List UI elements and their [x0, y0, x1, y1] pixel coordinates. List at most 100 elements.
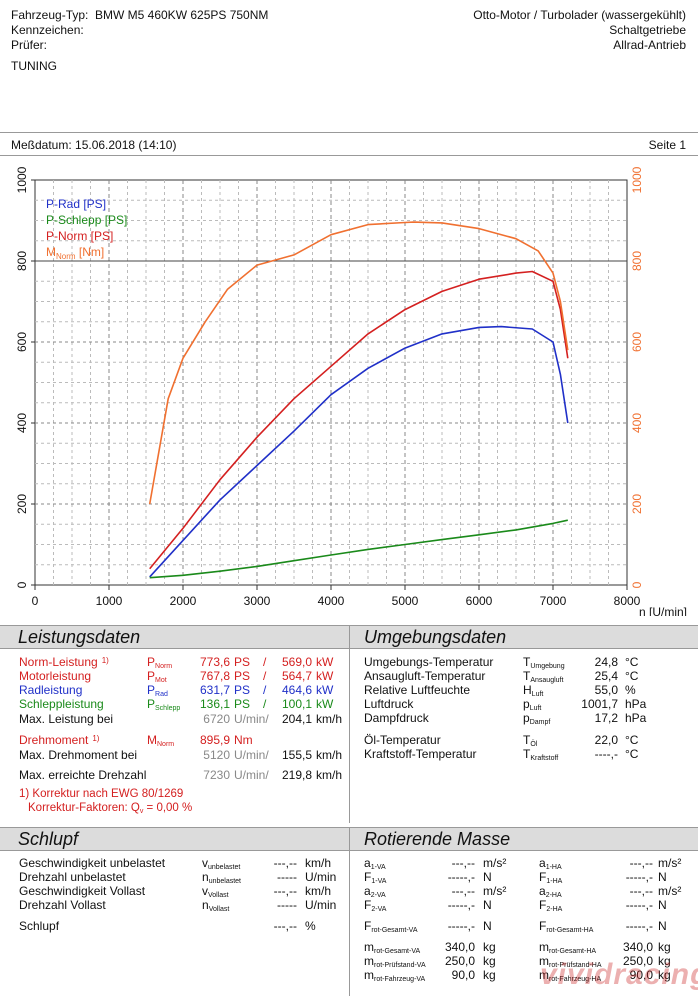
rotating-mass-symbol-subscript: 1-HA: [546, 878, 563, 885]
rotating-mass-unit: N: [658, 870, 667, 884]
max-power-rpm-unit: U/min/: [234, 712, 269, 726]
power-symbol: PRad: [147, 683, 168, 698]
max-torque-rpm: 5120: [203, 748, 230, 762]
environment-symbol-subscript: Öl: [530, 741, 538, 748]
umgebungsdaten-title: Umgebungsdaten: [364, 627, 507, 647]
power-symbol-letter: P: [147, 683, 156, 697]
power-ps-value: 631,7: [199, 683, 230, 697]
rotating-mass-value: -----,-: [447, 870, 475, 884]
power-kw-unit: kW: [316, 655, 334, 669]
rotating-mass-symbol-subscript: 2-VA: [371, 906, 387, 913]
torque-label: Drehmoment 1): [19, 733, 99, 747]
rotating-mass-symbol: a2-VA: [364, 884, 386, 899]
max-torque-rpm-unit: U/min/: [234, 748, 269, 762]
rotating-mass-symbol: a1-HA: [539, 856, 562, 871]
slip-value: -----: [277, 898, 297, 912]
rotating-mass-symbol-letter: F: [539, 870, 547, 884]
legend-entry-3: MNorm [Nm]: [46, 245, 104, 261]
rotating-mass-symbol-subscript: 2-HA: [546, 906, 563, 913]
rotating-mass-value: -----,-: [625, 870, 653, 884]
environment-symbol: TAnsaugluft: [523, 669, 563, 684]
rotating-mass-symbol-letter: a: [539, 884, 546, 898]
power-row-label-text: Motorleistung: [19, 669, 92, 683]
environment-unit: %: [625, 683, 636, 697]
vehicle-type-label: Fahrzeug-Typ:: [11, 8, 89, 22]
environment-symbol-subscript: Luft: [531, 691, 544, 698]
legend-mnorm-subscript: Norm: [56, 252, 76, 261]
rotating-mass-symbol-subscript: 2-HA: [545, 892, 562, 899]
rotating-mass-symbol-subscript: 2-VA: [370, 892, 386, 899]
environment-label: Dampfdruck: [364, 711, 429, 725]
x-tick-label: 7000: [540, 594, 567, 608]
correction-factors: Korrektur-Faktoren: Qv = 0,00 %: [28, 802, 192, 815]
environment-symbol-letter: T: [523, 733, 531, 747]
rotating-mass-value: ---,--: [451, 856, 475, 870]
environment-label: Relative Luftfeuchte: [364, 683, 471, 697]
environment-label: Luftdruck: [364, 697, 414, 711]
rotating-mass-symbol-subscript: 1-HA: [545, 864, 562, 871]
rotating-mass-unit: N: [658, 898, 667, 912]
environment-symbol-letter: T: [523, 669, 531, 683]
y-tick-label-left: 200: [15, 494, 29, 514]
column-divider: [349, 827, 350, 996]
environment-symbol-subscript: Umgebung: [530, 663, 565, 670]
rotating-mass-symbol: mrot-Fahrzeug-HA: [539, 968, 601, 983]
environment-label: Öl-Temperatur: [364, 733, 441, 747]
power-symbol: PNorm: [147, 655, 172, 670]
power-row-label-text: Schleppleistung: [19, 697, 104, 711]
rotating-mass-symbol-subscript: rot-Gesamt-HA: [546, 927, 594, 934]
slip-label: Drehzahl unbelastet: [19, 870, 126, 884]
slip-symbol: nVollast: [202, 898, 229, 913]
slip-symbol: nunbelastet: [202, 870, 241, 885]
x-tick-label: 6000: [466, 594, 493, 608]
rotating-mass-value: 90,0: [629, 968, 653, 982]
rotating-mass-unit: m/s²: [658, 856, 682, 870]
slip-unit: km/h: [305, 856, 332, 870]
rotating-mass-symbol: F2-VA: [364, 898, 386, 913]
max-power-speed: 204,1: [281, 712, 312, 726]
legend-entry-2: P-Norm [PS]: [46, 229, 113, 243]
rotating-mass-unit: m/s²: [483, 884, 507, 898]
rotating-mass-symbol-subscript: rot-Gesamt-VA: [371, 927, 418, 934]
torque-symbol: MNorm: [147, 733, 174, 748]
rotating-mass-symbol-subscript: 1-VA: [371, 878, 387, 885]
rotating-mass-symbol: mrot-Prüfstand-VA: [364, 954, 426, 969]
rotating-mass-symbol-subscript: rot-Fahrzeug-HA: [549, 976, 602, 983]
slip-symbol-letter: n: [202, 898, 209, 912]
rotating-mass-symbol-subscript: rot-Gesamt-VA: [374, 948, 421, 955]
series-line-1: [149, 519, 568, 579]
y-tick-label-left: 400: [15, 413, 29, 433]
rotating-mass-value: 250,0: [622, 954, 653, 968]
max-rpm-label: Max. erreichte Drehzahl: [19, 768, 147, 782]
rotating-mass-symbol: Frot-Gesamt-HA: [539, 919, 593, 934]
environment-symbol: TKraftstoff: [523, 747, 558, 762]
torque-symbol-letter: M: [147, 733, 157, 747]
environment-label: Kraftstoff-Temperatur: [364, 747, 477, 761]
rotating-mass-symbol: mrot-Fahrzeug-VA: [364, 968, 425, 983]
rotating-mass-symbol-subscript: rot-Prüfstand-HA: [549, 962, 602, 969]
slip-value: ---,--: [273, 856, 297, 870]
rotating-mass-symbol-letter: m: [539, 968, 549, 982]
power-ps-value: 773,6: [199, 655, 230, 669]
rotating-mass-unit: kg: [658, 954, 671, 968]
power-symbol-letter: P: [147, 669, 156, 683]
environment-symbol-subscript: Ansaugluft: [530, 677, 564, 684]
rotating-mass-symbol-letter: a: [539, 856, 546, 870]
series-line-0: [149, 325, 569, 578]
environment-symbol: pDampf: [523, 711, 550, 726]
rotating-mass-symbol-letter: F: [539, 919, 547, 933]
power-separator: /: [263, 655, 267, 669]
rotating-mass-symbol: F1-VA: [364, 870, 386, 885]
correction-note: 1) Korrektur nach EWG 80/1269: [19, 788, 184, 800]
environment-symbol-letter: T: [523, 655, 531, 669]
rotating-mass-unit: N: [483, 898, 492, 912]
measurement-date: Meßdatum: 15.06.2018 (14:10): [11, 138, 177, 152]
slip-symbol-subscript: unbelastet: [208, 878, 241, 885]
rotating-mass-value: ---,--: [629, 884, 653, 898]
power-symbol: PSchlepp: [147, 697, 180, 712]
environment-unit: °C: [625, 747, 639, 761]
y-tick-label-right: 400: [630, 413, 644, 433]
rotating-mass-unit: kg: [483, 968, 496, 982]
rotating-mass-value: 340,0: [622, 940, 653, 954]
slip-label: Schlupf: [19, 919, 60, 933]
